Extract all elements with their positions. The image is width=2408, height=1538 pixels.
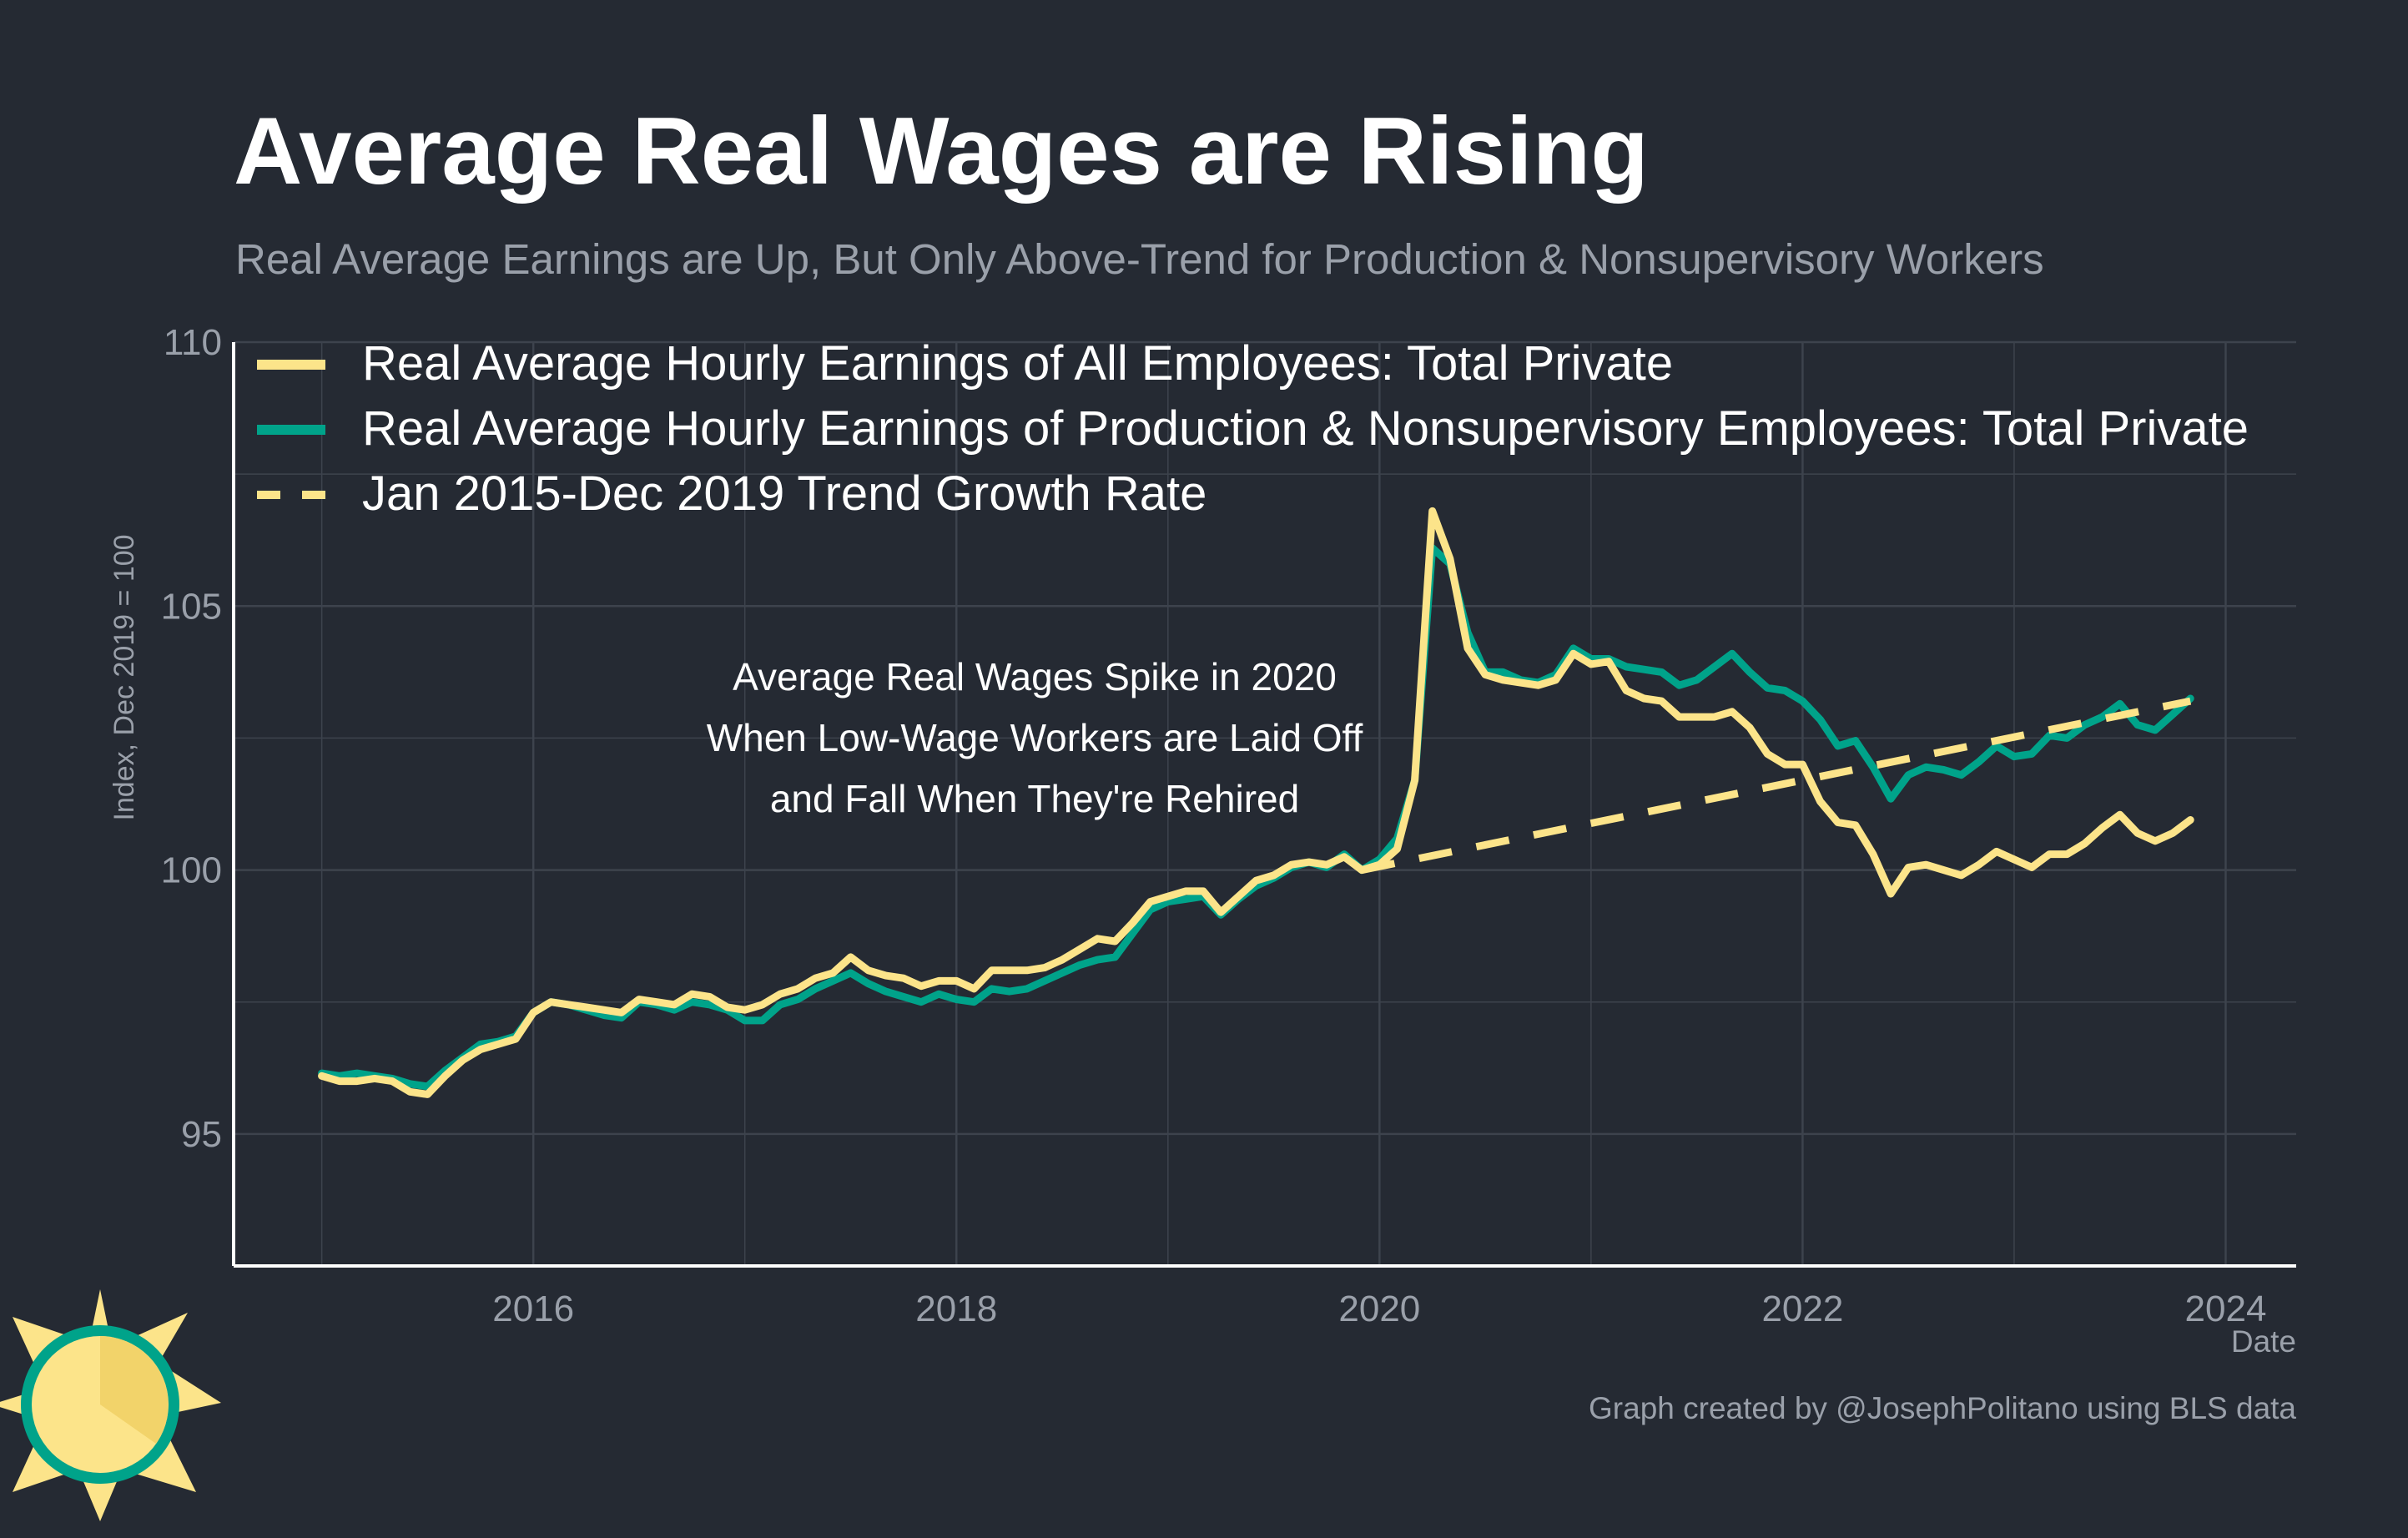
series-line-all-employees (318, 507, 2194, 1098)
y-axis-ticks: 95 100 105 110 (161, 322, 222, 1155)
x-axis-ticks: 2016 2018 2020 2022 2024 (492, 1288, 2266, 1329)
chart-title: Average Real Wages are Rising (234, 98, 1649, 204)
x-tick-label: 2024 (2185, 1288, 2267, 1329)
legend-label-all-employees: Real Average Hourly Earnings of All Empl… (362, 336, 1673, 391)
annotation-line-3: and Fall When They're Rehired (770, 777, 1299, 820)
y-tick-label: 100 (161, 850, 222, 891)
y-tick-label: 95 (181, 1114, 222, 1155)
series-line-trend (1361, 697, 2192, 875)
series-layer (318, 507, 2194, 1098)
annotation-line-1: Average Real Wages Spike in 2020 (733, 655, 1337, 698)
sun-logo-shade (100, 1336, 169, 1444)
y-axis-label: Index, Dec 2019 = 100 (108, 534, 140, 820)
sun-logo-icon (0, 1289, 221, 1521)
legend-label-production: Real Average Hourly Earnings of Producti… (362, 401, 2249, 456)
legend: Real Average Hourly Earnings of All Empl… (257, 336, 2249, 521)
chart-subtitle: Real Average Earnings are Up, But Only A… (235, 235, 2044, 283)
legend-label-trend: Jan 2015-Dec 2019 Trend Growth Rate (362, 466, 1207, 521)
x-axis-label: Date (2231, 1324, 2296, 1359)
annotation: Average Real Wages Spike in 2020 When Lo… (707, 655, 1363, 820)
y-tick-label: 110 (164, 322, 222, 363)
x-tick-label: 2020 (1338, 1288, 1420, 1329)
x-tick-label: 2022 (1761, 1288, 1843, 1329)
grid (234, 340, 2296, 1267)
credit-text: Graph created by @JosephPolitano using B… (1589, 1391, 2296, 1425)
annotation-line-2: When Low-Wage Workers are Laid Off (707, 716, 1363, 759)
y-tick-label: 105 (161, 586, 222, 627)
x-tick-label: 2016 (492, 1288, 574, 1329)
x-tick-label: 2018 (915, 1288, 997, 1329)
